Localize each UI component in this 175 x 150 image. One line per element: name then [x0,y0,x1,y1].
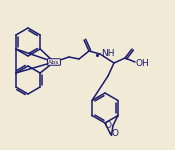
Text: O: O [111,129,118,138]
Text: Abs: Abs [48,60,60,64]
Text: O: O [105,121,112,130]
Text: NH: NH [101,50,114,58]
Text: OH: OH [136,58,150,68]
